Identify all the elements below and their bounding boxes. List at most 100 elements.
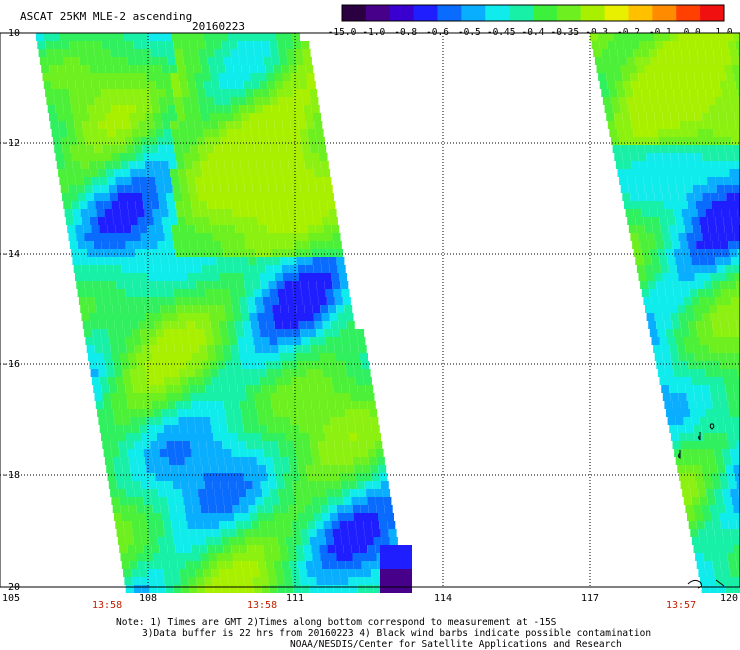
- swath-cell: [331, 425, 340, 433]
- swath-cell: [252, 33, 260, 41]
- swath-cell: [153, 361, 162, 369]
- swath-cell: [257, 561, 266, 569]
- swath-cell: [206, 345, 215, 353]
- swath-cell: [656, 321, 665, 329]
- swath-cell: [323, 177, 332, 185]
- swath-cell: [131, 521, 140, 529]
- swath-cell: [736, 241, 740, 249]
- swath-cell: [124, 529, 133, 537]
- swath-cell: [279, 153, 288, 161]
- swath-cell: [58, 121, 67, 129]
- swath-cell: [75, 273, 83, 281]
- swath-cell: [736, 281, 740, 289]
- swath-cell: [736, 481, 740, 489]
- swath-cell: [107, 177, 116, 185]
- swath-cell: [274, 73, 283, 81]
- swath-cell: [317, 289, 326, 297]
- latitude-label: -12: [2, 138, 20, 149]
- swath-cell: [257, 217, 266, 225]
- swath-cell: [298, 169, 307, 177]
- swath-cell: [659, 377, 668, 385]
- swath-cell: [261, 585, 270, 593]
- swath-cell: [694, 233, 703, 241]
- swath-cell: [316, 281, 325, 289]
- swath-cell: [118, 441, 127, 449]
- swath-cell: [363, 473, 372, 481]
- swath-cell: [284, 529, 293, 537]
- swath-cell: [341, 585, 350, 593]
- swath-cell: [120, 209, 129, 217]
- swath-cell: [654, 113, 663, 121]
- swath-cell: [181, 433, 189, 441]
- footnote-line-2: 3)Data buffer is 22 hrs from 20160223 4)…: [142, 628, 652, 639]
- swath-cell: [231, 545, 240, 553]
- swath-cell: [688, 321, 697, 329]
- swath-cell: [256, 209, 265, 217]
- swath-cell: [212, 529, 221, 537]
- swath-cell: [675, 297, 684, 305]
- swath-cell: [85, 89, 94, 97]
- swath-cell: [248, 161, 257, 169]
- swath-cell: [255, 201, 264, 209]
- swath-cell: [117, 41, 126, 49]
- swath-cell: [175, 57, 184, 65]
- swath-cell: [289, 265, 298, 273]
- swath-cell: [320, 505, 329, 513]
- swath-cell: [682, 449, 691, 457]
- swath-cell: [215, 105, 224, 113]
- swath-cell: [701, 545, 710, 553]
- swath-cell: [636, 145, 645, 153]
- swath-cell: [279, 545, 288, 553]
- lat-lon-grid: [0, 33, 740, 587]
- swath-cell: [683, 497, 692, 505]
- swath-cell: [296, 553, 305, 561]
- swath-cell: [725, 385, 734, 393]
- swath-cell: [110, 297, 119, 305]
- swath-cell: [199, 401, 208, 409]
- swath-cell: [304, 353, 312, 361]
- swath-cell: [365, 537, 374, 545]
- swath-cell: [292, 185, 301, 193]
- swath-cell: [166, 297, 175, 305]
- swath-cell: [190, 97, 199, 105]
- swath-cell: [228, 481, 237, 489]
- swath-cell: [735, 553, 740, 561]
- colorbar-swatch: [676, 5, 701, 21]
- swath-cell: [288, 457, 297, 465]
- swath-cell: [730, 529, 739, 537]
- swath-cell: [285, 289, 294, 297]
- swath-cell: [705, 249, 714, 257]
- swath-cell: [100, 137, 109, 145]
- swath-cell: [696, 241, 705, 249]
- swath-cell: [154, 465, 163, 473]
- swath-cell: [209, 217, 218, 225]
- swath-cell: [311, 449, 320, 457]
- swath-cell: [733, 545, 740, 553]
- swath-cell: [161, 265, 170, 273]
- swath-cell: [272, 161, 281, 169]
- swath-cell: [62, 145, 71, 153]
- swath-cell: [325, 433, 333, 441]
- swath-cell: [728, 201, 736, 209]
- swath-cell: [688, 441, 697, 449]
- swath-cell: [239, 105, 248, 113]
- swath-cell: [662, 393, 671, 401]
- swath-cell: [61, 89, 70, 97]
- swath-cell: [703, 121, 712, 129]
- swath-cell: [45, 41, 54, 49]
- swath-cell: [388, 577, 396, 585]
- swath-cell: [50, 121, 59, 129]
- swath-cell: [239, 497, 248, 505]
- swath-cell: [280, 209, 289, 217]
- swath-cell: [730, 569, 739, 577]
- swath-cell: [229, 89, 238, 97]
- swath-cell: [174, 193, 182, 201]
- swath-cell: [186, 465, 195, 473]
- swath-cell: [216, 353, 224, 361]
- swath-cell: [404, 577, 412, 585]
- swath-cell: [187, 521, 196, 529]
- swath-cell: [297, 561, 306, 569]
- swath-cell: [303, 545, 312, 553]
- swath-cell: [97, 217, 106, 225]
- swath-cell: [315, 273, 323, 281]
